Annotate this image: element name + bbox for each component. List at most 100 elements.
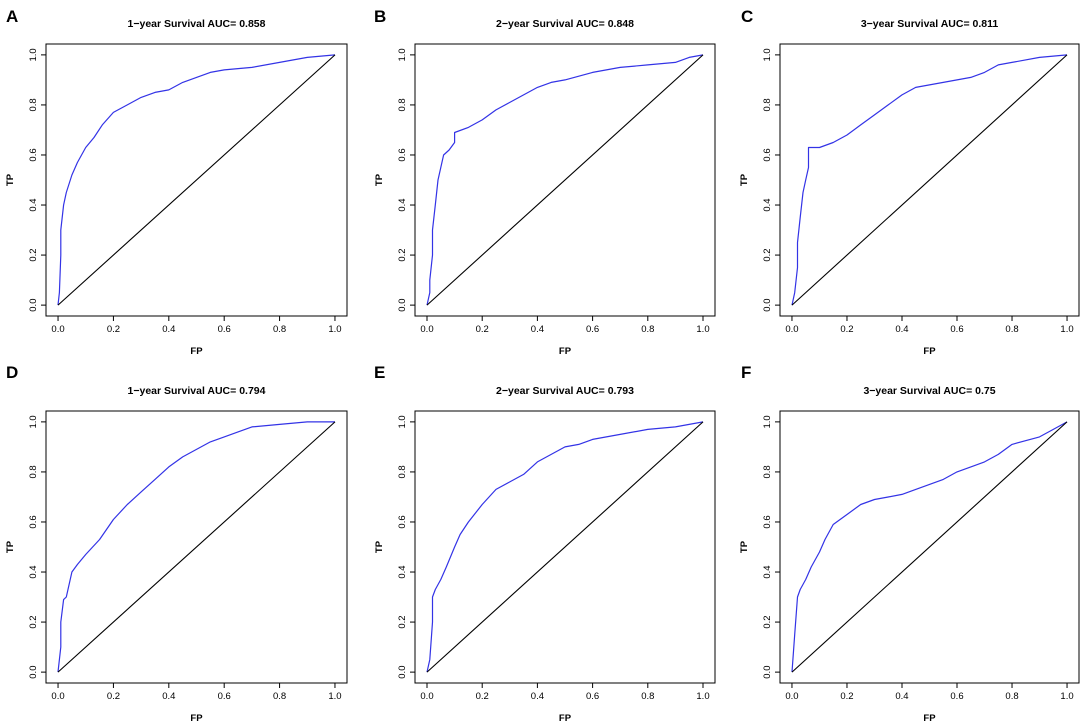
- y-tick-label: 0.8: [28, 98, 39, 111]
- roc-curve: [57, 421, 335, 673]
- y-tick-label: 0.6: [28, 515, 39, 528]
- y-tick-label: 0.8: [28, 465, 39, 478]
- x-axis-label: FP: [923, 346, 936, 357]
- chart-title: 3−year Survival AUC= 0.75: [863, 385, 995, 397]
- y-tick-label: 0.2: [28, 615, 39, 628]
- roc-panel-c: C 3−year Survival AUC= 0.811 0.0 0.2 0.4 0.6 0…: [739, 7, 1080, 357]
- x-tick-label: 0.8: [1005, 691, 1018, 702]
- roc-panel-a: A 1−year Survival AUC= 0.858 0.0 0.2 0.4 0.6 0…: [5, 7, 348, 357]
- y-tick-label: 1.0: [28, 48, 39, 61]
- y-tick-label: 0.4: [397, 565, 408, 578]
- y-tick-label: 0.6: [28, 148, 39, 161]
- roc-panel-f: F 3−year Survival AUC= 0.75 0.0 0.2 0.4 0.6 0.…: [739, 363, 1080, 724]
- x-tick-label: 0.8: [273, 691, 286, 702]
- x-tick-label: 0.8: [1005, 324, 1018, 335]
- x-axis-label: FP: [190, 713, 203, 724]
- x-tick-label: 1.0: [1060, 691, 1073, 702]
- panel-label: F: [741, 363, 751, 382]
- x-tick-label: 0.8: [273, 324, 286, 335]
- y-tick-label: 0.2: [397, 248, 408, 261]
- y-tick-label: 0.4: [397, 198, 408, 211]
- roc-curve: [791, 421, 1068, 673]
- x-tick-label: 0.2: [107, 691, 120, 702]
- y-tick-label: 0.6: [397, 515, 408, 528]
- panel-label: B: [374, 7, 386, 26]
- x-tick-label: 0.2: [840, 324, 853, 335]
- x-axis-label: FP: [190, 346, 203, 357]
- y-tick-label: 0.2: [762, 248, 773, 261]
- y-tick-label: 0.8: [762, 465, 773, 478]
- chart-title: 1−year Survival AUC= 0.794: [128, 385, 266, 397]
- plot-frame: [45, 43, 348, 317]
- y-tick-label: 1.0: [762, 48, 773, 61]
- y-tick-label: 0.4: [762, 198, 773, 211]
- y-tick-label: 0.8: [762, 98, 773, 111]
- y-tick-label: 0.0: [397, 666, 408, 679]
- y-axis-label: TP: [739, 173, 750, 186]
- x-tick-label: 0.2: [107, 324, 120, 335]
- x-tick-label: 0.0: [51, 691, 64, 702]
- plot-frame: [414, 43, 716, 317]
- y-tick-label: 0.6: [762, 515, 773, 528]
- reference-diagonal-line: [426, 421, 704, 673]
- y-tick-label: 0.0: [762, 666, 773, 679]
- y-axis-label: TP: [739, 540, 750, 553]
- y-tick-label: 1.0: [762, 415, 773, 428]
- y-tick-label: 0.6: [397, 148, 408, 161]
- x-tick-label: 0.2: [476, 691, 489, 702]
- y-tick-label: 0.0: [28, 666, 39, 679]
- panel-label: A: [6, 7, 18, 26]
- reference-diagonal-line: [57, 54, 336, 306]
- x-tick-label: 0.4: [531, 691, 544, 702]
- panel-label: E: [374, 363, 385, 382]
- y-tick-label: 0.0: [397, 299, 408, 312]
- x-tick-label: 0.0: [785, 324, 798, 335]
- chart-title: 2−year Survival AUC= 0.848: [496, 18, 634, 30]
- x-axis-label: FP: [559, 713, 572, 724]
- x-tick-label: 0.2: [840, 691, 853, 702]
- x-axis-label: FP: [923, 713, 936, 724]
- y-tick-label: 0.2: [397, 615, 408, 628]
- x-tick-label: 0.8: [641, 324, 654, 335]
- y-axis-label: TP: [374, 540, 385, 553]
- x-tick-label: 0.6: [218, 324, 231, 335]
- x-tick-label: 1.0: [328, 324, 341, 335]
- x-tick-label: 1.0: [696, 691, 709, 702]
- reference-diagonal-line: [791, 54, 1068, 306]
- y-tick-label: 1.0: [397, 415, 408, 428]
- x-axis-label: FP: [559, 346, 572, 357]
- plot-frame: [779, 43, 1080, 317]
- x-tick-label: 0.4: [895, 324, 908, 335]
- y-tick-label: 1.0: [397, 48, 408, 61]
- y-axis-label: TP: [374, 173, 385, 186]
- chart-title: 2−year Survival AUC= 0.793: [496, 385, 634, 397]
- y-tick-label: 0.4: [762, 565, 773, 578]
- x-tick-label: 0.2: [476, 324, 489, 335]
- x-tick-label: 0.0: [785, 691, 798, 702]
- reference-diagonal-line: [426, 54, 704, 306]
- x-tick-label: 1.0: [1060, 324, 1073, 335]
- x-tick-label: 1.0: [328, 691, 341, 702]
- plot-frame: [414, 410, 716, 684]
- x-tick-label: 0.0: [420, 691, 433, 702]
- y-axis-label: TP: [5, 540, 16, 553]
- x-tick-label: 0.6: [218, 691, 231, 702]
- roc-curve: [791, 54, 1068, 306]
- y-tick-label: 0.6: [762, 148, 773, 161]
- y-tick-label: 0.0: [28, 299, 39, 312]
- y-tick-label: 1.0: [28, 415, 39, 428]
- y-tick-label: 0.0: [762, 299, 773, 312]
- x-tick-label: 0.4: [162, 324, 175, 335]
- roc-curve: [57, 54, 336, 306]
- roc-curve: [426, 54, 704, 306]
- y-tick-label: 0.2: [762, 615, 773, 628]
- x-tick-label: 0.0: [420, 324, 433, 335]
- x-tick-label: 0.0: [51, 324, 64, 335]
- y-tick-label: 0.4: [28, 198, 39, 211]
- plot-frame: [45, 410, 348, 684]
- y-tick-label: 0.8: [397, 465, 408, 478]
- x-tick-label: 1.0: [696, 324, 709, 335]
- reference-diagonal-line: [791, 421, 1068, 673]
